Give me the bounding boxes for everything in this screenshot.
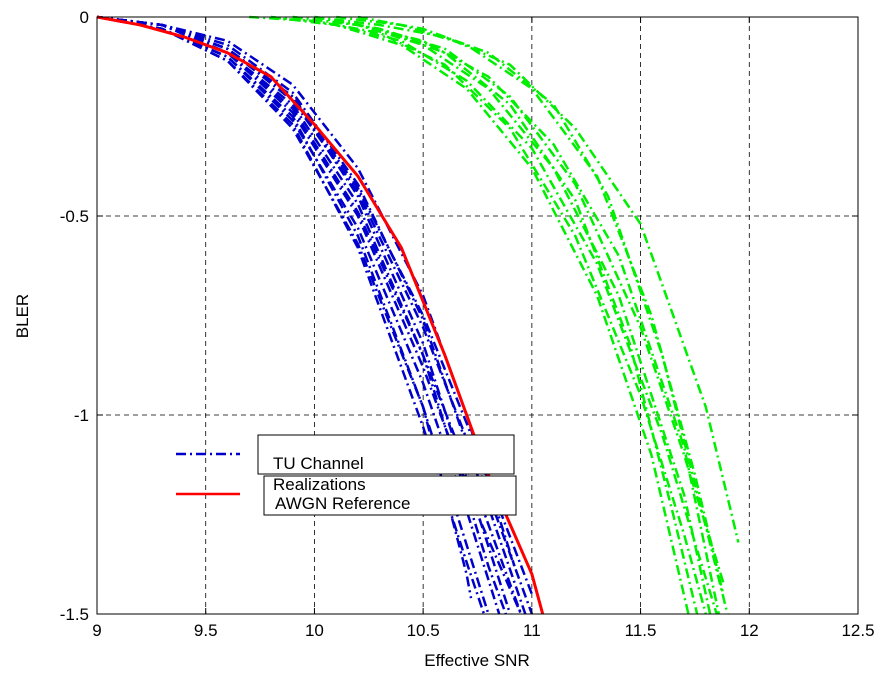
plot-frame xyxy=(96,16,859,615)
legend-label-tu-channel: TU Channel xyxy=(273,454,364,473)
x-tick-label: 10 xyxy=(305,621,324,640)
x-tick-label: 11 xyxy=(523,621,541,640)
x-tick-label: 9.5 xyxy=(194,621,218,640)
series-line-tu-realization xyxy=(96,15,527,615)
x-tick-label: 11.5 xyxy=(625,621,657,640)
y-axis-label: BLER xyxy=(13,294,32,338)
series-line-green-realization xyxy=(270,15,718,615)
x-tick-label: 12.5 xyxy=(841,621,874,640)
series-line-tu-realization xyxy=(96,15,512,615)
legend: TU Channel Realizations AWGN Reference xyxy=(176,434,517,516)
y-tick-label: -0.5 xyxy=(60,207,89,226)
legend-label-realizations: Realizations xyxy=(273,475,366,494)
series-line-tu-realization xyxy=(96,15,473,599)
y-tick-label: -1 xyxy=(74,406,89,425)
grid xyxy=(97,17,858,614)
x-tick-label: 10.5 xyxy=(407,621,440,640)
series-line-green-realization xyxy=(357,15,729,615)
legend-box-1 xyxy=(257,434,515,475)
series-line-green-realization xyxy=(336,15,725,595)
series-line-tu-realization xyxy=(96,15,507,615)
legend-label-awgn: AWGN Reference xyxy=(275,494,410,513)
x-axis-label: Effective SNR xyxy=(424,651,530,670)
series-line-green-realization xyxy=(270,15,690,615)
series-line-green-realization xyxy=(292,15,721,615)
series-line-green-realization xyxy=(314,15,699,615)
series-line-green-realization xyxy=(292,15,712,615)
legend-box-2 xyxy=(263,475,517,516)
y-tick-label: 0 xyxy=(80,8,89,27)
series-line-green-realization xyxy=(314,15,725,583)
x-tick-label: 9 xyxy=(92,621,101,640)
x-tick-label: 12 xyxy=(740,621,759,640)
series-line-tu-realization xyxy=(96,15,534,595)
series-layer xyxy=(96,15,740,615)
ticks: 9 9.5 10 10.5 11 11.5 12 12.5 0 -0.5 -1 -1.5 xyxy=(60,8,875,640)
y-tick-label: -1.5 xyxy=(60,605,89,624)
